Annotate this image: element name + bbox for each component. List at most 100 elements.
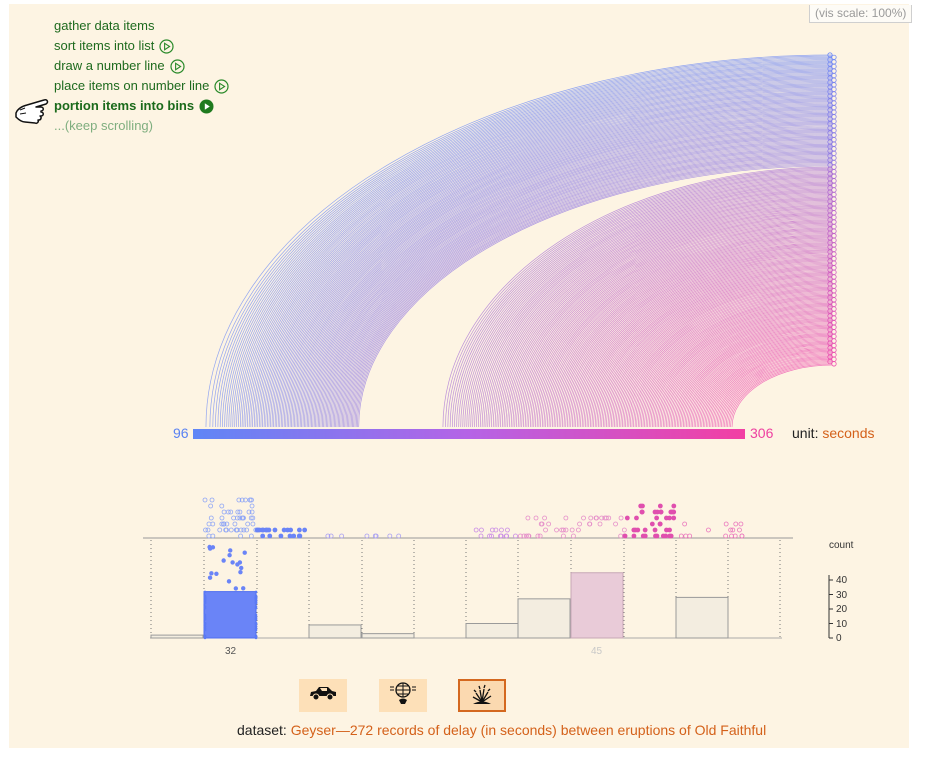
data-item-dot [642, 527, 648, 533]
sort-arc [228, 64, 833, 428]
sort-arc [728, 362, 833, 428]
sort-arc [344, 153, 833, 428]
sort-arc [316, 129, 833, 428]
data-item-dot [210, 533, 216, 539]
sort-arc [521, 213, 833, 428]
dataset-button-geyser[interactable] [458, 679, 506, 712]
sort-arc [215, 58, 833, 428]
data-item-dot [288, 527, 294, 533]
sort-arc [491, 194, 833, 428]
sort-arc [710, 348, 833, 428]
play-outline-icon[interactable] [214, 78, 229, 94]
play-outline-icon[interactable] [159, 38, 175, 54]
sort-arc [602, 269, 833, 428]
sort-arc [641, 297, 833, 428]
sort-arc [332, 142, 833, 428]
data-item-dot [597, 521, 603, 527]
sort-arc [485, 190, 833, 428]
vis-scale-badge[interactable]: (vis scale: 100%) [809, 5, 913, 23]
data-item-dot [239, 497, 245, 503]
sort-arc [562, 241, 833, 428]
sort-arc [289, 107, 833, 428]
play-filled-icon[interactable] [199, 99, 214, 114]
step-label: ...(keep scrolling) [54, 118, 153, 133]
step-gather[interactable]: gather data items [54, 16, 229, 36]
sort-arc [298, 114, 833, 428]
step-portion[interactable]: portion items into bins [54, 96, 229, 116]
sort-arc [715, 352, 833, 428]
sort-arc [670, 318, 833, 428]
sort-arc [705, 345, 833, 428]
bin-edge-dot [203, 598, 207, 602]
data-item-dot [518, 533, 523, 539]
data-item-dot [546, 521, 552, 527]
sort-arc [510, 206, 833, 428]
step-number-line[interactable]: draw a number line [54, 56, 229, 76]
bin-count-label: 32 [225, 646, 237, 657]
data-item-dot [594, 515, 599, 521]
data-item-dot [631, 533, 637, 539]
sort-arc [328, 139, 833, 428]
sort-arc [617, 280, 833, 428]
sort-arc [583, 255, 833, 428]
sort-arc [260, 85, 833, 428]
sort-arc [222, 61, 833, 428]
step-label: gather data items [54, 18, 155, 33]
data-item-dot [235, 509, 241, 515]
sort-arc [245, 75, 833, 428]
dataset-button-car[interactable] [299, 679, 347, 712]
sort-arc [310, 124, 833, 428]
sort-arc [637, 294, 833, 428]
sort-arc [279, 99, 833, 428]
falling-item-dot [214, 571, 219, 576]
sort-arc [487, 191, 833, 428]
falling-item-dot [209, 571, 214, 576]
bin-edge-dot [254, 635, 258, 638]
data-item-dot [240, 515, 246, 521]
sort-arc [283, 102, 833, 428]
sort-arc [681, 326, 833, 428]
bin-edge-dot [203, 615, 207, 618]
play-outline-icon[interactable] [169, 58, 185, 74]
data-item-dot [219, 521, 225, 527]
dataset-button-globe[interactable] [379, 679, 427, 712]
sort-arc [642, 298, 833, 428]
falling-item-dot [238, 569, 243, 575]
sort-arc [219, 60, 833, 428]
data-item-dot [631, 527, 637, 533]
data-item-dot [503, 533, 509, 539]
dataset-description[interactable]: Geyser—272 records of delay (in seconds)… [290, 722, 767, 738]
unit-label: unit: seconds [792, 425, 875, 441]
data-item-dot [668, 533, 674, 539]
data-item-dot [682, 521, 688, 527]
data-item-dot [687, 533, 693, 539]
data-item-dot [339, 533, 345, 539]
sort-arc [253, 80, 833, 428]
sort-arc [324, 135, 833, 428]
sort-arc [350, 158, 833, 428]
data-item-dot [635, 527, 641, 533]
data-item-dot [577, 521, 582, 527]
sort-arc [507, 204, 833, 428]
bin-edge-dot [203, 635, 207, 638]
data-item-dot [328, 533, 334, 539]
bin-edge-dot [203, 622, 207, 626]
sort-arc [713, 350, 833, 428]
data-item-dot [671, 515, 677, 521]
step-sort[interactable]: sort items into list [54, 36, 229, 56]
sort-arc [586, 258, 833, 428]
sort-arc [622, 283, 833, 428]
sort-arc [454, 172, 833, 428]
data-item-dot [543, 527, 548, 533]
data-item-dot [569, 527, 575, 533]
sort-arc [445, 167, 833, 428]
falling-item-dot [210, 545, 216, 550]
sort-arc [273, 94, 833, 428]
data-item-dot [554, 527, 559, 533]
data-item-dot [670, 509, 676, 515]
data-item-dot [325, 533, 331, 539]
unit-value[interactable]: seconds [822, 425, 875, 441]
data-item-dot [624, 515, 630, 521]
step-place[interactable]: place items on number line [54, 76, 229, 96]
data-item-dot [267, 533, 273, 539]
